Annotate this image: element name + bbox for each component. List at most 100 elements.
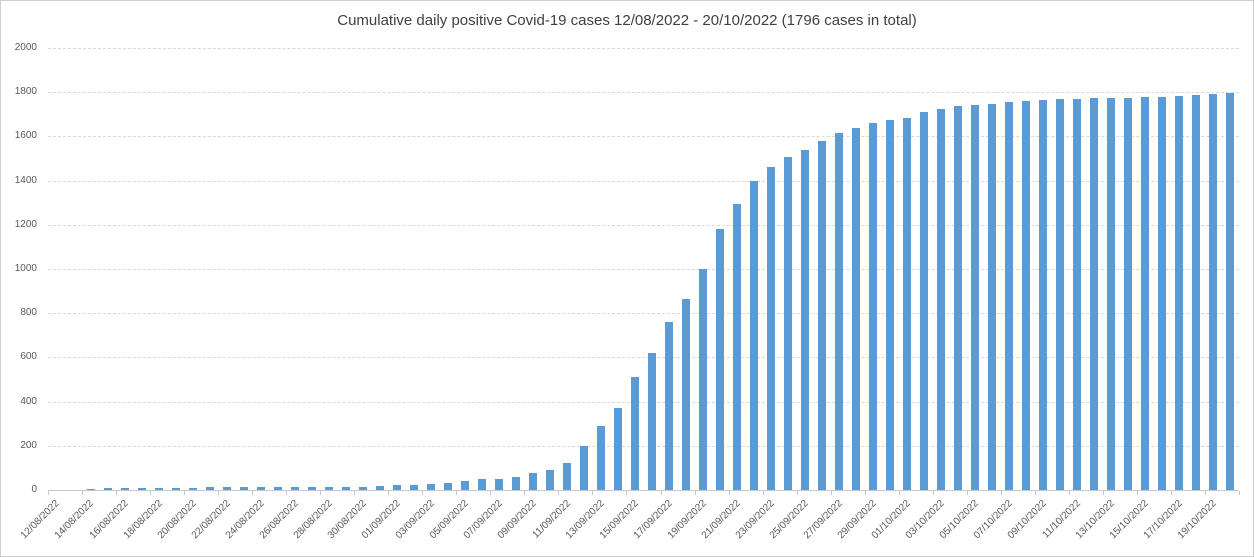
x-axis-tick: [932, 491, 934, 495]
bar: [239, 487, 248, 490]
bar: [648, 352, 656, 490]
bar: [971, 105, 980, 490]
bar: [1158, 96, 1167, 490]
bar: [273, 487, 282, 490]
bar: [494, 478, 503, 490]
bar: [188, 487, 197, 490]
x-axis-tick: [1239, 491, 1240, 495]
bar: [682, 299, 691, 490]
bar: [1090, 98, 1099, 490]
bar: [392, 485, 401, 490]
x-axis-tick: [48, 491, 49, 495]
bar: [545, 469, 554, 490]
x-axis-tick: [898, 491, 900, 495]
bar: [86, 489, 95, 490]
x-axis-tick: [524, 491, 526, 495]
bar: [665, 322, 674, 490]
gridline: [48, 224, 1239, 226]
bar: [988, 104, 997, 490]
bar: [1192, 95, 1201, 490]
bar: [937, 108, 946, 490]
x-axis-tick: [184, 491, 186, 495]
bar: [120, 488, 129, 490]
gridline: [48, 180, 1239, 182]
x-axis-tick: [150, 491, 152, 495]
bar: [801, 149, 810, 490]
bar: [613, 408, 622, 490]
x-axis-tick: [456, 491, 458, 495]
bar: [205, 487, 214, 490]
x-axis-tick: [694, 491, 696, 495]
x-axis-tick: [422, 491, 424, 495]
x-axis-tick: [354, 491, 356, 495]
bar: [596, 425, 605, 490]
chart-title: Cumulative daily positive Covid-19 cases…: [337, 12, 917, 29]
y-tick-label: 400: [20, 395, 37, 407]
y-tick-label: 600: [20, 351, 37, 363]
y-tick-label: 800: [20, 307, 37, 319]
bar: [171, 487, 180, 490]
x-axis-tick: [762, 491, 764, 495]
x-axis-tick: [592, 491, 594, 495]
bar: [903, 117, 912, 490]
bar: [460, 480, 469, 490]
x-axis-tick: [728, 491, 730, 495]
y-tick-label: 1800: [14, 86, 37, 98]
gridline: [48, 401, 1239, 403]
bar: [784, 157, 793, 490]
bar: [477, 479, 486, 490]
bar: [256, 487, 265, 490]
gridline: [48, 357, 1239, 359]
bar: [324, 486, 333, 490]
x-axis-tick: [1136, 491, 1138, 495]
x-axis-tick: [1170, 491, 1172, 495]
bar: [562, 462, 571, 490]
x-axis-tick: [830, 491, 832, 495]
y-tick-label: 1000: [14, 263, 37, 274]
bar: [1175, 96, 1184, 490]
bar: [443, 483, 452, 490]
bar: [716, 229, 725, 490]
x-axis-line: [48, 490, 1239, 491]
bar: [869, 123, 878, 490]
bar: [920, 112, 929, 490]
x-axis-tick: [660, 491, 662, 495]
bar: [426, 484, 435, 490]
x-axis-tick: [1204, 491, 1206, 495]
bar: [954, 106, 963, 490]
gridline: [48, 136, 1239, 138]
x-axis-tick: [1000, 491, 1002, 495]
bar: [852, 127, 861, 490]
bar: [835, 133, 844, 490]
x-axis-tick: [320, 491, 322, 495]
gridline: [48, 269, 1239, 270]
bar: [358, 486, 367, 490]
x-axis-tick: [626, 491, 628, 495]
x-axis-tick: [796, 491, 798, 495]
bar: [528, 473, 537, 490]
x-axis-tick: [558, 491, 560, 495]
gridline: [48, 445, 1239, 447]
bar: [818, 140, 827, 490]
bar: [154, 487, 163, 490]
gridline: [48, 48, 1239, 49]
bar: [767, 167, 776, 490]
bar: [1141, 97, 1150, 490]
y-tick-label: 2000: [14, 42, 37, 53]
x-axis-tick: [116, 491, 118, 495]
bar: [699, 269, 708, 490]
x-axis-tick: [1068, 491, 1070, 495]
y-tick-label: 1400: [14, 174, 37, 186]
x-axis-tick: [864, 491, 866, 495]
bar: [579, 445, 588, 490]
bar: [1056, 99, 1065, 490]
bar: [307, 486, 316, 490]
x-axis-tick: [388, 491, 390, 495]
x-axis-tick: [82, 491, 84, 495]
y-tick-label: 1200: [14, 218, 37, 230]
bar: [1124, 97, 1133, 490]
bar: [409, 484, 418, 490]
bar: [1209, 93, 1218, 490]
bar: [137, 487, 146, 490]
bar: [222, 487, 231, 490]
